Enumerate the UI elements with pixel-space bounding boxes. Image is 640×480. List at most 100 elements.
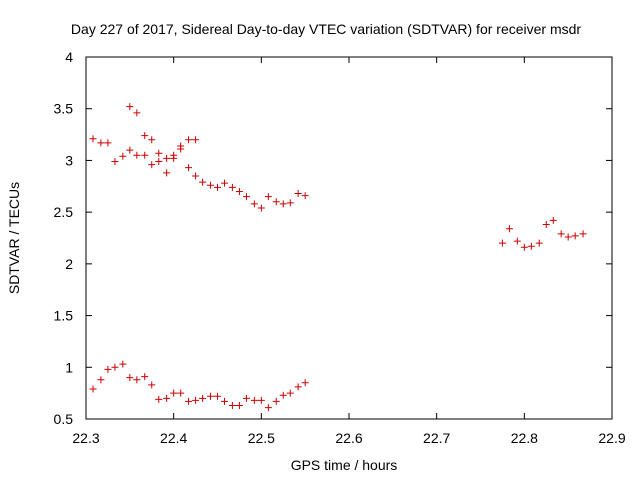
x-tick-label: 22.7: [423, 430, 450, 446]
data-point-upper: [155, 157, 163, 165]
y-tick-label: 2: [65, 256, 73, 272]
data-point-upper: [111, 157, 119, 165]
data-point-upper: [141, 151, 149, 159]
data-point-upper: [170, 154, 178, 162]
data-point-upper: [155, 149, 163, 157]
data-point-upper: [199, 178, 207, 186]
data-point-lower: [214, 392, 221, 400]
y-tick-label: 1.5: [54, 308, 74, 324]
data-point-lower: [199, 394, 207, 402]
data-point-upper: [221, 179, 229, 187]
data-point-upper: [214, 183, 221, 191]
data-point-upper: [257, 204, 265, 212]
data-point-lower: [250, 396, 258, 404]
data-point-upper: [520, 243, 528, 251]
y-axis-label: SDTVAR / TECUs: [6, 182, 22, 294]
data-point-upper: [272, 198, 280, 206]
data-point-upper: [126, 146, 134, 154]
data-point-upper: [141, 132, 149, 140]
data-point-upper: [185, 164, 193, 172]
x-axis-label: GPS time / hours: [291, 457, 398, 473]
data-point-upper: [192, 172, 200, 180]
data-point-lower: [119, 360, 127, 368]
data-point-lower: [104, 365, 112, 373]
data-point-upper: [206, 181, 214, 189]
data-point-upper: [89, 135, 97, 143]
data-point-upper: [579, 230, 587, 238]
data-point-lower: [97, 376, 105, 384]
data-point-upper: [542, 221, 550, 229]
data-point-upper: [133, 109, 141, 117]
data-point-lower: [279, 391, 287, 399]
data-point-upper: [513, 237, 521, 245]
data-point-upper: [564, 233, 572, 241]
data-point-upper: [571, 232, 579, 240]
data-point-upper: [97, 139, 105, 147]
axis-ticks: 22.3 22.4 22.5 22.6 22.7 22.8 22.90.511.522.53…: [54, 49, 626, 446]
data-point-lower: [286, 389, 294, 397]
data-point-upper: [557, 230, 565, 238]
data-point-lower: [228, 402, 236, 410]
data-point-lower: [264, 404, 272, 412]
data-point-lower: [148, 381, 156, 389]
data-point-upper: [286, 199, 294, 207]
data-point-lower: [163, 394, 171, 402]
x-tick-label: 22.5: [248, 430, 275, 446]
data-point-upper: [163, 154, 171, 162]
data-point-upper: [192, 136, 200, 144]
data-point-upper: [148, 136, 156, 144]
data-point-upper: [242, 193, 250, 201]
y-tick-label: 0.5: [54, 411, 74, 427]
data-point-upper: [177, 145, 185, 153]
data-point-upper: [505, 225, 513, 233]
data-point-upper: [264, 193, 272, 201]
data-point-lower: [185, 397, 193, 405]
data-point-lower: [301, 379, 309, 387]
data-point-upper: [527, 242, 535, 250]
data-point-lower: [155, 395, 163, 403]
data-point-lower: [221, 397, 229, 405]
data-point-lower: [235, 402, 243, 410]
data-point-upper: [228, 183, 236, 191]
data-point-upper: [185, 136, 193, 144]
data-point-lower: [111, 363, 119, 371]
data-point-upper: [148, 161, 156, 169]
data-point-lower: [272, 397, 280, 405]
data-point-upper: [301, 192, 309, 200]
x-tick-label: 22.4: [160, 430, 187, 446]
x-tick-label: 22.9: [598, 430, 625, 446]
data-point-lower: [170, 389, 178, 397]
data-point-upper: [163, 169, 171, 177]
data-points: [89, 103, 587, 412]
data-point-upper: [498, 239, 506, 247]
data-point-lower: [294, 383, 302, 391]
data-point-lower: [206, 392, 214, 400]
data-point-upper: [133, 151, 141, 159]
data-point-lower: [89, 385, 97, 393]
y-tick-label: 2.5: [54, 204, 74, 220]
data-point-lower: [242, 394, 250, 402]
chart-title: Day 227 of 2017, Sidereal Day-to-day VTE…: [71, 21, 581, 37]
x-tick-label: 22.6: [335, 430, 362, 446]
data-point-lower: [192, 396, 200, 404]
data-point-lower: [257, 396, 265, 404]
y-tick-label: 4: [65, 49, 73, 65]
plot-frame: [85, 56, 613, 420]
data-point-lower: [133, 376, 141, 384]
y-tick-label: 3: [65, 152, 73, 168]
data-point-lower: [126, 374, 134, 382]
data-point-upper: [294, 190, 302, 198]
y-tick-label: 3.5: [54, 101, 74, 117]
data-point-lower: [177, 389, 185, 397]
data-point-upper: [279, 200, 287, 208]
y-tick-label: 1: [65, 359, 73, 375]
data-point-upper: [126, 103, 134, 111]
data-point-upper: [549, 216, 557, 224]
data-point-lower: [141, 373, 149, 381]
x-tick-label: 22.3: [72, 430, 99, 446]
data-point-upper: [104, 139, 112, 147]
data-point-upper: [250, 200, 258, 208]
data-point-upper: [235, 187, 243, 195]
data-point-upper: [535, 239, 543, 247]
